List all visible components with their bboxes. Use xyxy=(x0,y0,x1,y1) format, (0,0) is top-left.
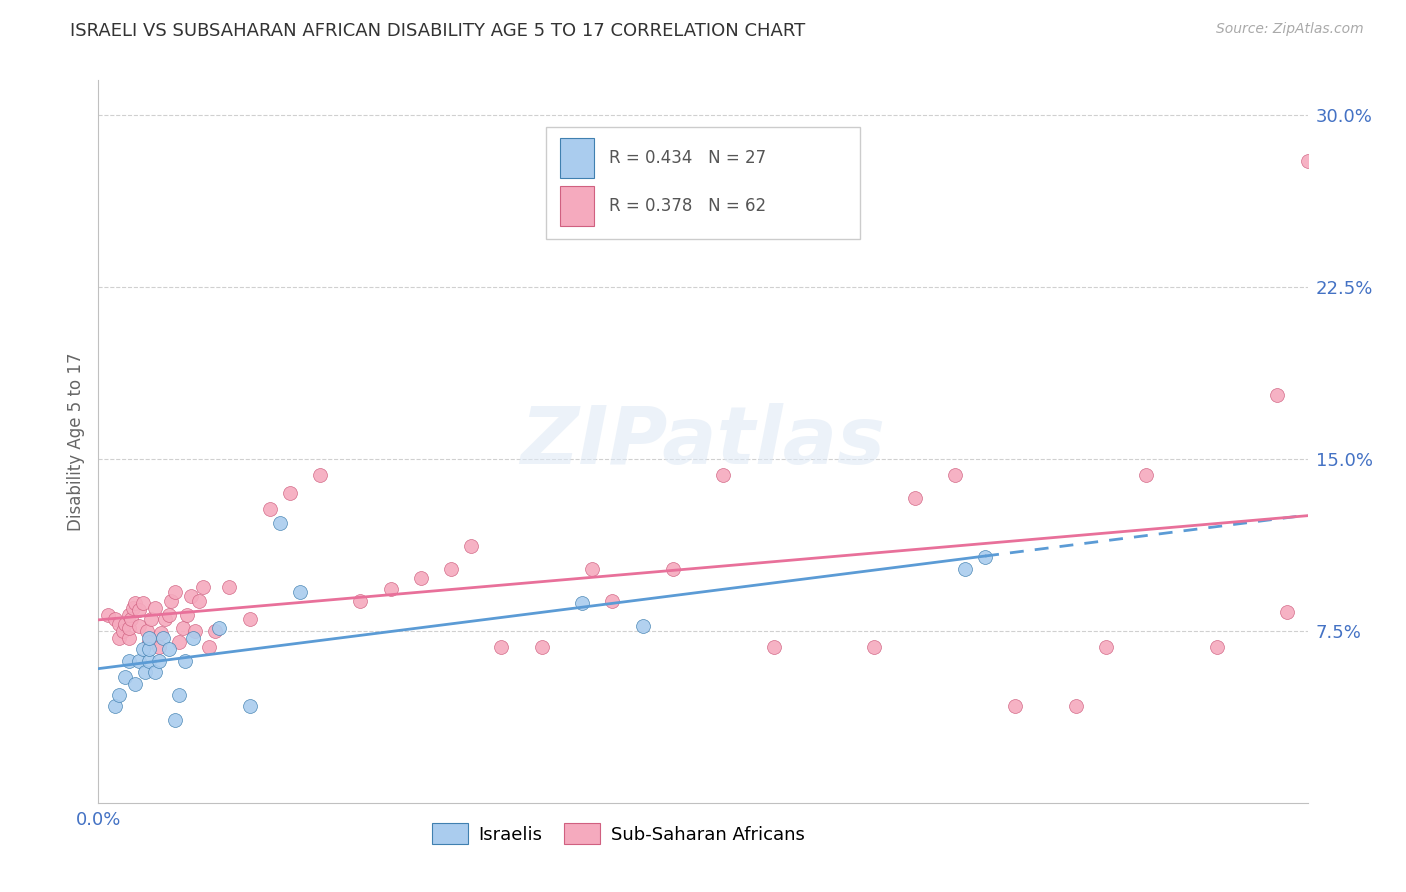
Text: R = 0.434   N = 27: R = 0.434 N = 27 xyxy=(609,149,766,167)
Point xyxy=(128,654,150,668)
Point xyxy=(124,596,146,610)
Point xyxy=(167,635,190,649)
Point xyxy=(138,642,160,657)
Point xyxy=(118,607,141,622)
Point xyxy=(97,607,120,622)
Point xyxy=(160,594,183,608)
Point xyxy=(176,607,198,622)
Point xyxy=(184,624,207,638)
Point xyxy=(904,491,927,505)
Point xyxy=(157,642,180,657)
Point xyxy=(953,562,976,576)
Text: R = 0.378   N = 62: R = 0.378 N = 62 xyxy=(609,197,766,215)
Point xyxy=(107,688,129,702)
Point xyxy=(128,603,150,617)
Point xyxy=(349,594,371,608)
Point xyxy=(380,582,402,597)
Point xyxy=(1267,387,1289,401)
Point xyxy=(631,619,654,633)
Point xyxy=(188,594,211,608)
Point xyxy=(139,612,162,626)
Point xyxy=(204,624,226,638)
Point xyxy=(163,584,186,599)
FancyBboxPatch shape xyxy=(546,128,860,239)
Point xyxy=(167,688,190,702)
Point xyxy=(128,619,150,633)
Point xyxy=(1095,640,1118,654)
Point xyxy=(174,654,197,668)
Point xyxy=(111,624,134,638)
Point xyxy=(120,612,142,626)
Point xyxy=(198,640,221,654)
Point xyxy=(138,654,160,668)
Y-axis label: Disability Age 5 to 17: Disability Age 5 to 17 xyxy=(66,352,84,531)
Point xyxy=(208,622,231,636)
Point xyxy=(762,640,785,654)
Point xyxy=(440,562,463,576)
Point xyxy=(157,607,180,622)
Point xyxy=(153,612,176,626)
Point xyxy=(135,624,157,638)
Point xyxy=(143,600,166,615)
FancyBboxPatch shape xyxy=(561,138,595,178)
Point xyxy=(1064,699,1087,714)
Point xyxy=(1277,606,1299,620)
Point xyxy=(163,713,186,727)
Point xyxy=(107,631,129,645)
Point xyxy=(124,676,146,690)
Point xyxy=(602,594,624,608)
Point xyxy=(1004,699,1026,714)
Point xyxy=(118,622,141,636)
Text: ISRAELI VS SUBSAHARAN AFRICAN DISABILITY AGE 5 TO 17 CORRELATION CHART: ISRAELI VS SUBSAHARAN AFRICAN DISABILITY… xyxy=(70,22,806,40)
Point xyxy=(107,616,129,631)
Point xyxy=(1206,640,1229,654)
Point xyxy=(259,502,281,516)
Point xyxy=(581,562,603,576)
Point xyxy=(239,612,262,626)
Point xyxy=(118,631,141,645)
Point xyxy=(409,571,432,585)
Point xyxy=(491,640,513,654)
Text: ZIPatlas: ZIPatlas xyxy=(520,402,886,481)
Point xyxy=(239,699,262,714)
Point xyxy=(1135,467,1157,482)
Point xyxy=(530,640,553,654)
Point xyxy=(132,596,155,610)
Point xyxy=(118,654,141,668)
Point xyxy=(103,699,125,714)
Point xyxy=(1296,153,1319,168)
Point xyxy=(132,642,155,657)
Point xyxy=(114,670,136,684)
Point xyxy=(309,467,332,482)
Point xyxy=(218,580,240,594)
Point xyxy=(661,562,683,576)
Point xyxy=(148,654,170,668)
Point xyxy=(134,665,156,679)
Point xyxy=(974,550,997,565)
Point xyxy=(149,626,172,640)
Point xyxy=(138,631,160,645)
Point xyxy=(181,631,204,645)
Point xyxy=(172,622,194,636)
Point xyxy=(148,640,170,654)
Text: Source: ZipAtlas.com: Source: ZipAtlas.com xyxy=(1216,22,1364,37)
Point xyxy=(571,596,593,610)
Point xyxy=(460,539,482,553)
Point xyxy=(180,590,202,604)
Point xyxy=(288,584,311,599)
Point xyxy=(138,635,160,649)
Point xyxy=(193,580,215,594)
Legend: Israelis, Sub-Saharan Africans: Israelis, Sub-Saharan Africans xyxy=(425,816,813,852)
Point xyxy=(269,516,291,530)
Point xyxy=(278,486,301,500)
Point xyxy=(103,612,125,626)
Point xyxy=(711,467,734,482)
Point xyxy=(943,467,966,482)
FancyBboxPatch shape xyxy=(561,186,595,226)
Point xyxy=(863,640,886,654)
Point xyxy=(152,631,174,645)
Point xyxy=(121,600,143,615)
Point xyxy=(143,665,166,679)
Point xyxy=(114,616,136,631)
